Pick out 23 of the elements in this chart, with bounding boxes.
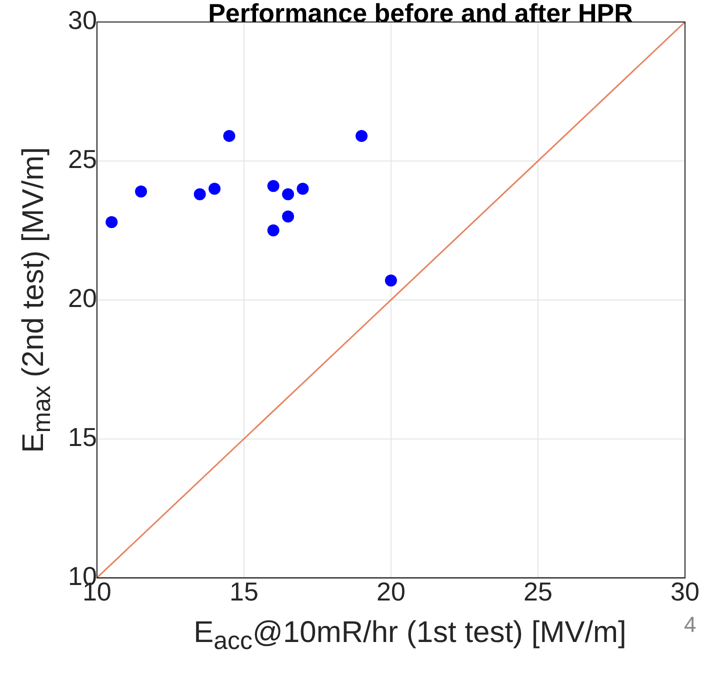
point (356, 130, 368, 142)
point (194, 188, 206, 200)
point (267, 180, 280, 192)
y-tick-label: 30 (68, 5, 97, 36)
y-tick-label: 25 (68, 144, 97, 174)
point (223, 130, 236, 142)
point (384, 274, 397, 286)
point (135, 186, 148, 198)
text: 4 (684, 612, 696, 638)
point (106, 216, 118, 228)
x-tick-label: 20 (376, 576, 406, 607)
x-tick-label: 15 (229, 576, 258, 607)
x-tick-label: 30 (670, 576, 700, 607)
point (208, 182, 221, 195)
point (296, 182, 309, 195)
x-tick-label: 25 (524, 576, 552, 607)
point (267, 224, 280, 236)
x-axis-title: E$_{acc}$@10mR/hr (1st test) [MV/m] (194, 616, 626, 655)
chart-title: Performance before and after HPR (207, 0, 634, 29)
y-tick-label: 20 (68, 283, 97, 314)
point (282, 210, 294, 223)
point (282, 188, 294, 200)
y-tick-label: 15 (68, 422, 97, 452)
